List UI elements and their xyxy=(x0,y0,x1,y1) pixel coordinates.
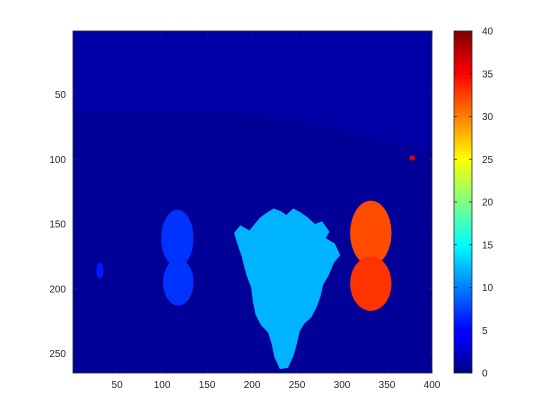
colorbar-tick-label: 30 xyxy=(482,112,494,123)
x-tick-label: 250 xyxy=(289,380,306,391)
colorbar-tick-label: 20 xyxy=(482,198,494,209)
x-tick-label: 150 xyxy=(199,380,216,391)
colorbar-tick-label: 0 xyxy=(482,369,488,380)
region-right-speck xyxy=(409,155,415,161)
region-right-upper-lobe xyxy=(350,200,392,266)
colorbar-tick-label: 15 xyxy=(482,240,494,251)
colorbar-ticks: 0 5 10 15 20 25 30 35 40 xyxy=(454,27,494,380)
y-tick-label: 200 xyxy=(49,284,66,295)
y-tick-label: 250 xyxy=(49,349,66,360)
x-tick-label: 100 xyxy=(154,380,171,391)
y-tick-label: 50 xyxy=(55,90,67,101)
region-right-lower-lobe xyxy=(350,256,392,311)
region-central-region xyxy=(234,208,341,370)
region-tissue-band xyxy=(73,31,432,149)
x-tick-label: 200 xyxy=(244,380,261,391)
colorbar-tick-label: 10 xyxy=(482,283,494,294)
y-tick-label: 150 xyxy=(49,220,66,231)
colorbar-tick-label: 35 xyxy=(482,69,494,80)
colorbar-tick-label: 40 xyxy=(482,27,494,38)
region-left-small-spot xyxy=(96,262,104,279)
region-left-upper-lobe xyxy=(161,209,194,267)
x-tick-label: 400 xyxy=(424,380,441,391)
region-left-lower-lobe xyxy=(162,259,194,306)
plot-frame xyxy=(72,30,433,374)
x-tick-label: 300 xyxy=(334,380,351,391)
colorbar-tick-label: 5 xyxy=(482,326,488,337)
x-tick-label: 50 xyxy=(112,380,124,391)
y-tick-label: 100 xyxy=(49,155,66,166)
plot-area xyxy=(73,31,432,373)
axis-ticks: 50 100 150 200 250 300 350 400 50 100 150 200 250 xyxy=(49,31,441,391)
x-tick-label: 350 xyxy=(379,380,396,391)
colorbar-tick-label: 25 xyxy=(482,155,494,166)
